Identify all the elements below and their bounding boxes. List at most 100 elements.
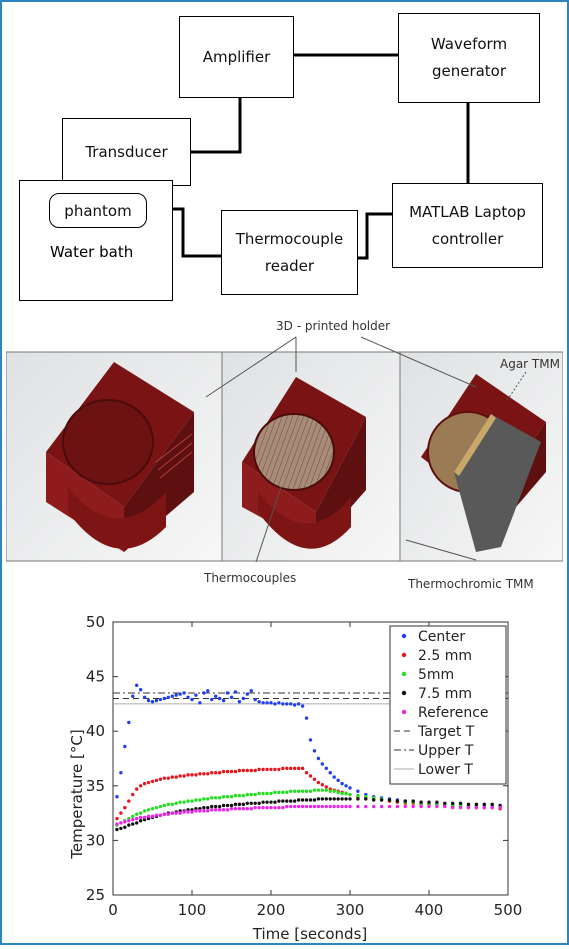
point-2-5-mm-10 [154,778,159,783]
legend-marker-0 [401,633,407,639]
point-reference-41 [277,805,281,810]
point-reference-70 [435,804,439,809]
point-2-5-mm-47 [300,766,305,771]
point-5mm-22 [202,797,206,801]
point-7-5-mm-64 [387,798,392,802]
point-reference-77 [490,805,494,810]
chart-svg: 0 100 200 300 400 500 25 30 35 40 45 50 Center 2.5 mm… [68,613,522,943]
point-2-5-mm-51 [316,780,321,785]
y-tick-label-3: 40 [86,722,105,740]
point-5mm-55 [332,789,336,793]
point-center-60 [356,789,360,793]
connector-reader-controller [358,212,392,260]
point-reference-72 [451,805,455,810]
point-5mm-25 [214,796,218,800]
legend-marker-3 [401,690,407,696]
point-2-5-mm-24 [210,770,214,775]
point-center-50 [312,749,317,753]
point-reference-74 [466,805,471,810]
point-7-5-mm-62 [372,798,376,802]
point-reference-54 [328,804,332,809]
point-center-47 [300,704,305,708]
point-reference-66 [403,804,407,809]
point-center-41 [277,701,281,705]
point-2-5-mm-2 [123,805,127,810]
point-center-23 [206,689,210,693]
point-5mm-28 [225,795,230,799]
point-5mm-44 [289,789,293,793]
point-2-5-mm-35 [253,768,257,773]
point-2-5-mm-22 [202,772,206,776]
point-reference-1 [119,821,123,825]
point-center-1 [119,770,123,775]
point-5mm-20 [194,798,198,802]
point-reference-39 [269,805,273,810]
point-7-5-mm-65 [395,799,400,803]
point-2-5-mm-21 [198,772,202,776]
point-reference-64 [387,804,392,809]
point-5mm-58 [344,791,348,796]
point-7-5-mm-34 [249,801,253,805]
point-5mm-12 [162,803,167,808]
point-reference-65 [395,804,400,809]
point-5mm-60 [356,793,360,798]
point-2-5-mm-28 [225,769,230,774]
point-center-51 [316,756,321,761]
point-center-38 [265,701,269,705]
plot-marks: 0 100 200 300 400 500 25 30 35 40 45 50 Center 2.5 mm… [86,613,522,919]
setup-block-diagram: Amplifier Waveform generator Transducer … [0,0,569,310]
legend-label-7: Lower T [418,762,473,778]
point-7-5-mm-1 [119,826,123,831]
point-5mm-53 [324,788,328,792]
point-7-5-mm-6 [138,819,143,823]
agar-label: Agar TMM [500,357,560,371]
point-2-5-mm-49 [308,774,313,778]
point-center-30 [233,690,238,694]
point-reference-9 [150,814,155,819]
point-2-5-mm-16 [178,774,182,778]
temperature-chart: 0 100 200 300 400 500 25 30 35 40 45 50 Center 2.5 mm… [0,612,569,945]
point-7-5-mm-40 [273,800,277,804]
point-2-5-mm-3 [127,799,131,803]
point-2-5-mm-48 [304,770,309,775]
point-5mm-57 [340,791,344,796]
point-7-5-mm-39 [269,800,273,804]
point-reference-40 [273,805,277,810]
point-reference-59 [348,804,352,809]
point-2-5-mm-11 [158,777,163,781]
point-reference-33 [245,807,249,811]
point-7-5-mm-50 [312,798,317,802]
thermocouples-label: Thermocouples [203,571,296,585]
point-center-9 [150,700,155,704]
point-7-5-mm-71 [443,801,447,805]
legend-marker-4 [401,709,407,715]
point-7-5-mm-5 [135,821,139,825]
point-center-45 [293,703,297,707]
point-2-5-mm-40 [273,767,277,772]
point-5mm-45 [293,789,297,793]
point-2-5-mm-8 [146,780,151,785]
point-center-15 [174,693,178,697]
legend-marker-1 [401,652,407,658]
point-reference-11 [158,813,163,817]
point-7-5-mm-69 [427,800,431,804]
point-center-52 [320,762,325,766]
y-tick-label-2: 35 [86,777,105,795]
point-2-5-mm-18 [186,773,190,777]
point-center-33 [245,692,249,696]
point-5mm-16 [178,800,182,804]
point-7-5-mm-72 [451,801,455,805]
point-center-21 [198,701,202,705]
legend-label-5: Target T [417,724,475,740]
point-5mm-54 [328,789,332,793]
point-5mm-48 [304,789,309,793]
point-7-5-mm-49 [308,798,313,802]
point-center-19 [190,697,194,702]
point-5mm-34 [249,792,253,797]
point-7-5-mm-46 [296,798,301,802]
point-5mm-49 [308,789,313,793]
point-7-5-mm-28 [225,803,230,808]
point-7-5-mm-74 [466,802,471,807]
point-5mm-11 [158,804,163,809]
point-center-54 [328,770,332,775]
